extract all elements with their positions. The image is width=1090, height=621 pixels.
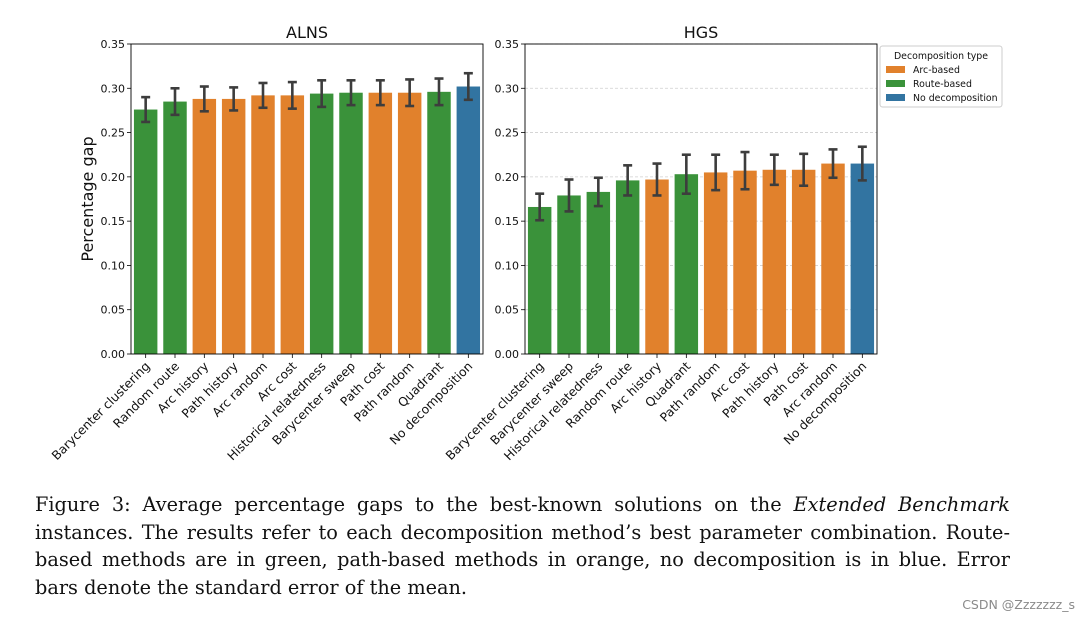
legend-item-label: Route-based — [913, 79, 972, 90]
bar — [645, 179, 669, 354]
caption-part-2: instances. The results refer to each dec… — [35, 520, 1010, 599]
bar — [762, 169, 787, 354]
y-tick-label: 0.20 — [495, 171, 520, 184]
y-tick-label: 0.10 — [495, 259, 520, 272]
chart-title: ALNS — [286, 23, 328, 42]
bar — [557, 195, 581, 354]
y-tick-label: 0.35 — [495, 38, 520, 51]
bar — [791, 169, 816, 354]
y-tick-label: 0.15 — [101, 215, 126, 228]
bar — [733, 170, 757, 354]
y-tick-label: 0.25 — [495, 127, 520, 140]
bar — [586, 191, 611, 354]
bar — [163, 101, 187, 354]
legend-swatch — [886, 66, 905, 73]
figure: Barycenter clustering Random route Arc his… — [49, 23, 1003, 463]
y-tick-label: 0.00 — [495, 348, 520, 361]
bar — [339, 92, 363, 354]
bar — [821, 163, 845, 354]
bar — [251, 95, 275, 354]
plot-frame — [524, 43, 878, 355]
legend-swatch — [886, 80, 905, 87]
bar — [674, 174, 699, 354]
watermark: CSDN @Zzzzzzz_s — [962, 597, 1075, 612]
legend-item-label: No decomposition — [913, 93, 998, 104]
y-tick-label: 0.10 — [101, 259, 126, 272]
bar — [280, 95, 305, 354]
legend: Decomposition type Arc-based Route-based No… — [879, 45, 1003, 108]
y-tick-label: 0.30 — [101, 82, 126, 95]
bar — [850, 163, 875, 354]
y-tick-label: 0.20 — [101, 171, 126, 184]
bar — [221, 98, 246, 355]
y-tick-label: 0.00 — [101, 348, 126, 361]
bar — [615, 180, 640, 354]
y-tick-label: 0.15 — [495, 215, 520, 228]
y-axis-label: Percentage gap — [78, 136, 97, 261]
y-tick-label: 0.30 — [495, 82, 520, 95]
legend-frame — [879, 45, 1003, 108]
bar — [309, 93, 334, 354]
bar — [368, 92, 393, 354]
chart-title: HGS — [684, 23, 719, 42]
legend-title: Decomposition type — [894, 51, 988, 62]
bar — [397, 92, 422, 354]
bar — [527, 206, 552, 354]
bar — [456, 86, 481, 354]
y-tick-label: 0.05 — [495, 304, 520, 317]
bar — [133, 109, 158, 355]
legend-item-label: Arc-based — [913, 65, 960, 76]
figure-caption: Figure 3: Average percentage gaps to the… — [35, 491, 1010, 601]
y-tick-label: 0.05 — [101, 304, 126, 317]
caption-emphasis: Extended Benchmark — [793, 493, 1010, 516]
bar — [703, 172, 728, 354]
bar — [427, 91, 451, 354]
plot-frame — [130, 43, 484, 355]
y-tick-label: 0.35 — [101, 38, 126, 51]
bar — [192, 98, 217, 355]
y-tick-label: 0.25 — [101, 127, 126, 140]
caption-part-1: Figure 3: Average percentage gaps to the… — [35, 493, 794, 516]
legend-swatch — [886, 94, 905, 101]
